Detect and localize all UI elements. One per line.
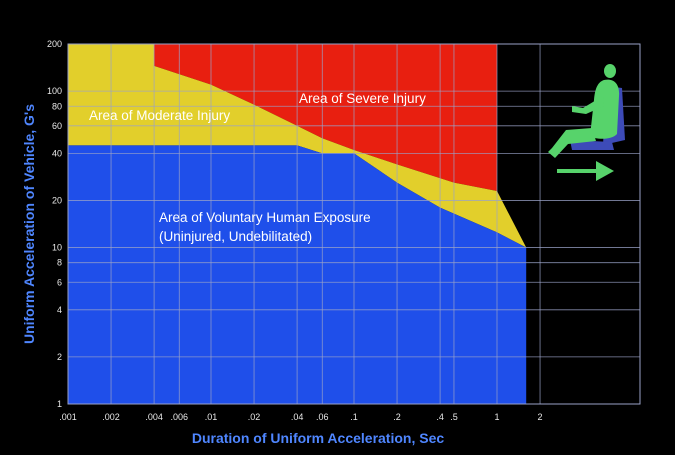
x-tick-label: .002 [102, 412, 120, 422]
x-tick-label: .1 [350, 412, 358, 422]
x-tick-label: 1 [494, 412, 499, 422]
right-arrow-icon [557, 161, 614, 181]
x-tick-label: .5 [450, 412, 458, 422]
y-tick-label: 20 [52, 195, 62, 205]
y-tick-label: 2 [57, 352, 62, 362]
y-tick-label: 100 [47, 86, 62, 96]
y-tick-label: 1 [57, 399, 62, 409]
y-tick-label: 10 [52, 243, 62, 253]
x-tick-label: .004 [145, 412, 163, 422]
y-tick-label: 40 [52, 148, 62, 158]
x-tick-label: .06 [316, 412, 329, 422]
y-tick-label: 60 [52, 121, 62, 131]
x-tick-label: 2 [538, 412, 543, 422]
plot-frame [67, 43, 641, 405]
region-severe-injury [154, 44, 497, 191]
y-tick-label: 4 [57, 305, 62, 315]
x-tick-label: .4 [436, 412, 444, 422]
region-moderate-injury [68, 44, 527, 248]
region-label-severe-injury: Area of Severe Injury [299, 91, 426, 106]
x-tick-label: .006 [171, 412, 189, 422]
region-label-voluntary-exposure: Area of Voluntary Human Exposure [159, 210, 371, 225]
region-label-moderate-injury: Area of Moderate Injury [89, 108, 230, 123]
region-sublabel-voluntary-exposure: (Uninjured, Undebilitated) [159, 229, 312, 244]
x-tick-label: .01 [205, 412, 218, 422]
x-tick-label: .2 [393, 412, 401, 422]
y-axis-title: Uniform Acceleration of Vehicle, G's [21, 104, 37, 344]
x-tick-label: .02 [248, 412, 261, 422]
y-tick-label: 8 [57, 258, 62, 268]
y-tick-label: 80 [52, 101, 62, 111]
y-tick-label: 200 [47, 39, 62, 49]
x-tick-label: .001 [59, 412, 77, 422]
seated-person-icon [548, 64, 625, 158]
y-tick-label: 6 [57, 277, 62, 287]
x-tick-label: .04 [291, 412, 304, 422]
x-axis-title: Duration of Uniform Acceleration, Sec [192, 430, 445, 446]
